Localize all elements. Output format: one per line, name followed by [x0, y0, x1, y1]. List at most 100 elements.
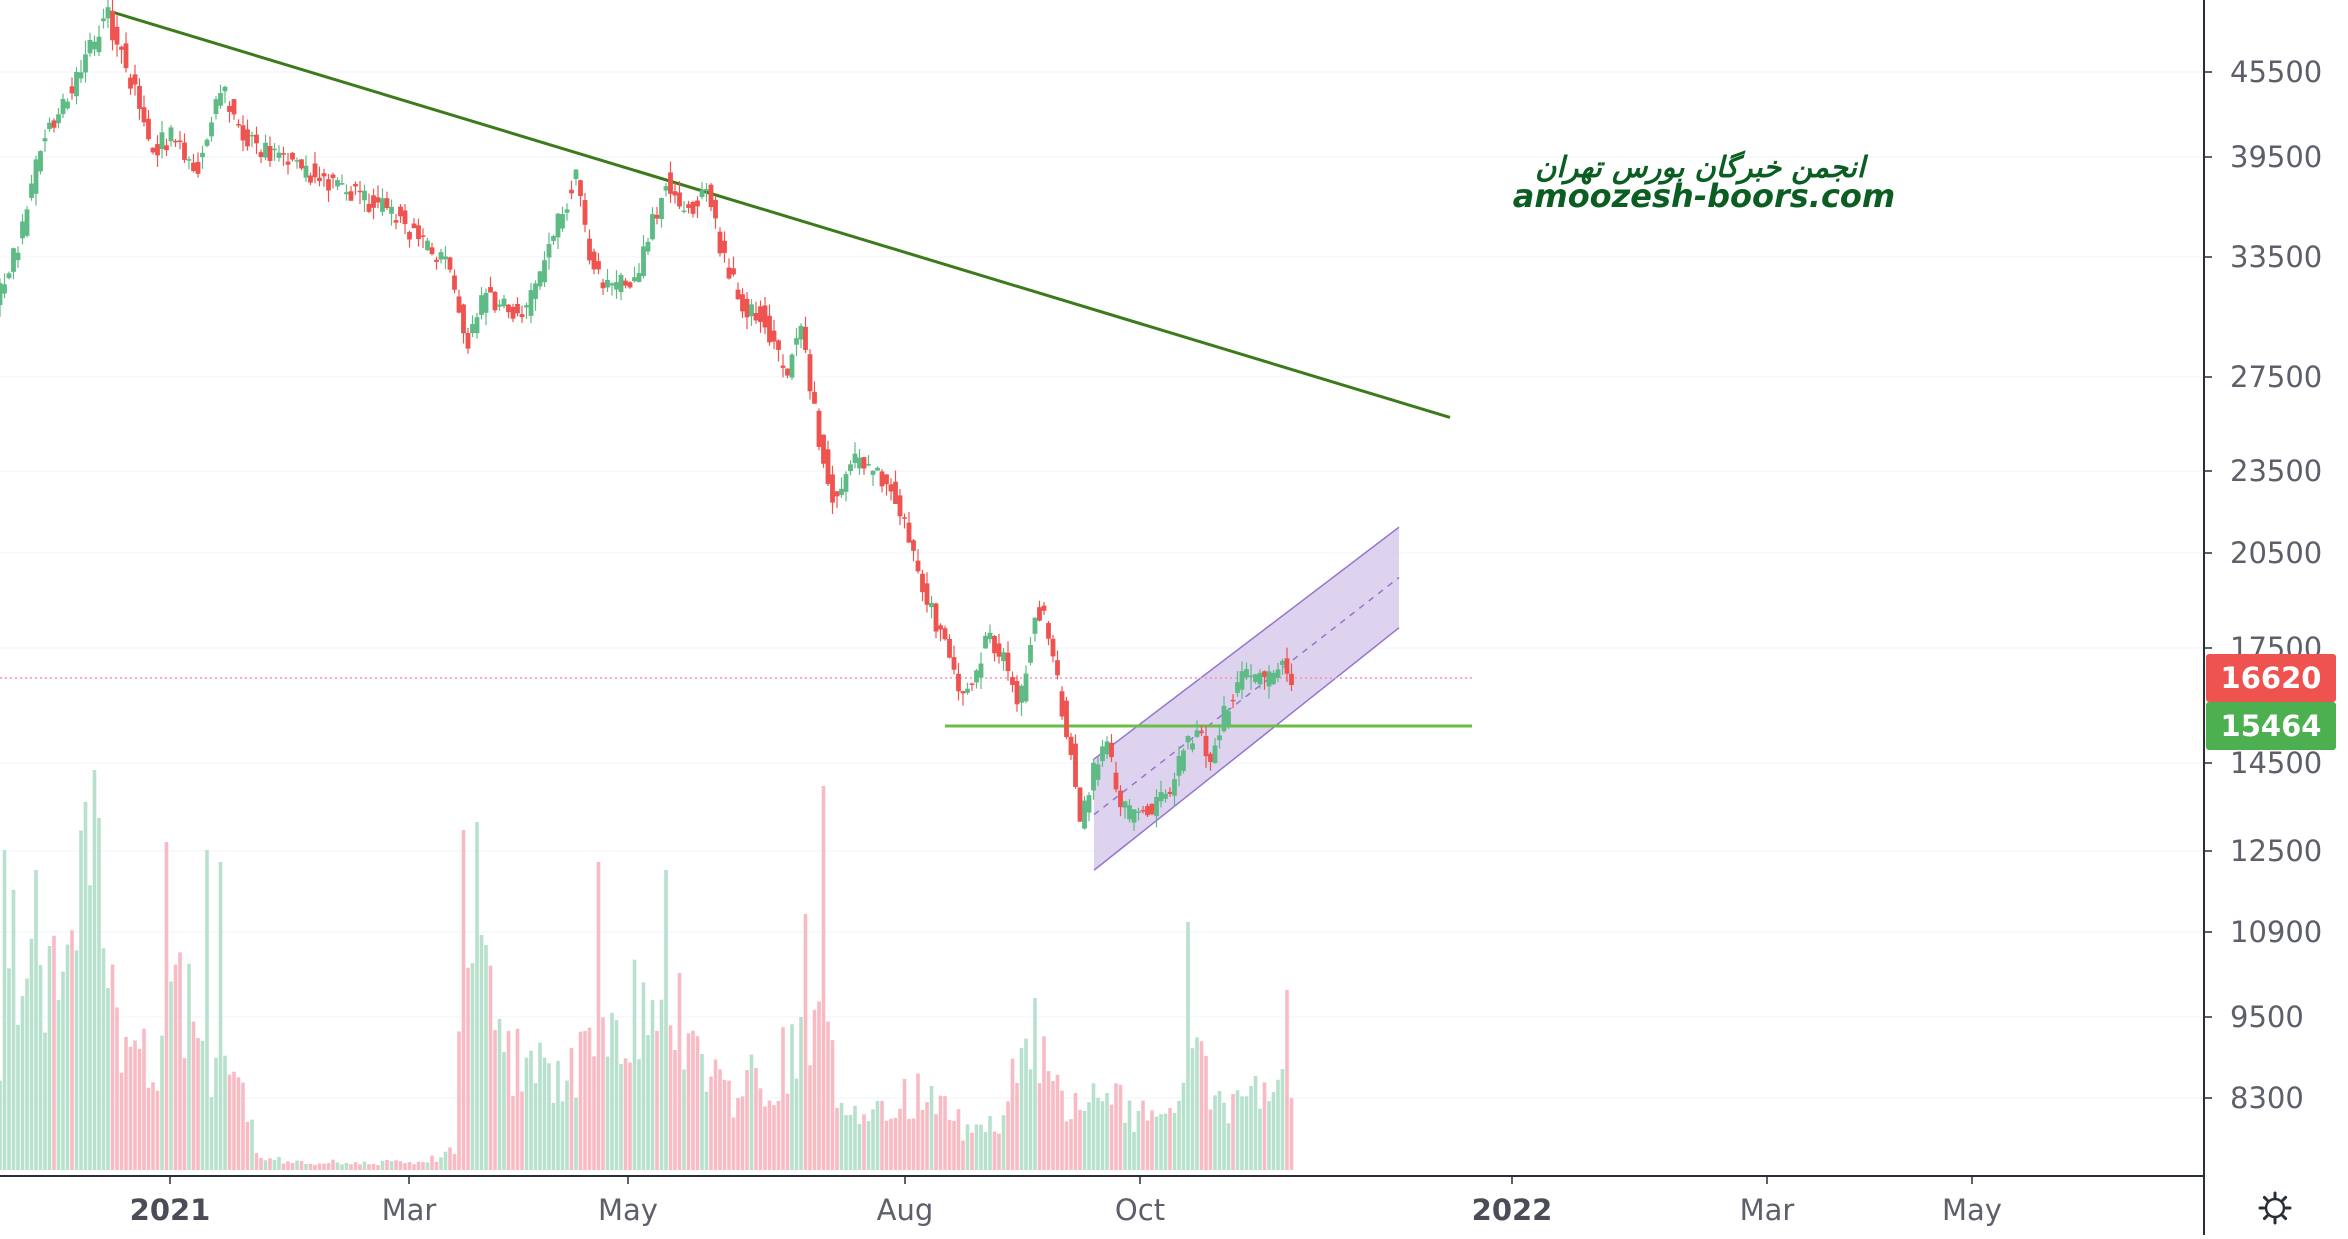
channel-mid-line[interactable] [1093, 576, 1400, 816]
x-tick-label[interactable]: 2021 [130, 1193, 211, 1227]
candle-body [299, 159, 304, 169]
volume-bar [335, 1162, 340, 1170]
x-tick-label[interactable]: May [598, 1193, 658, 1227]
y-tick-label[interactable]: 33500 [2230, 240, 2322, 274]
x-tick-label[interactable]: May [1942, 1193, 2002, 1227]
volume-bar [479, 934, 484, 1170]
candle-body [996, 643, 1002, 657]
y-tick-label[interactable]: 10900 [2230, 915, 2322, 949]
downtrend-line[interactable] [111, 10, 1451, 419]
candle-body [470, 323, 475, 334]
candle-body [974, 670, 979, 683]
y-tick-label[interactable]: 23500 [2230, 454, 2322, 488]
candle-body [393, 220, 399, 223]
x-tick-label[interactable]: Mar [382, 1193, 437, 1227]
y-tick-label[interactable]: 14500 [2230, 746, 2322, 780]
candle-body [510, 306, 516, 319]
volume-bar [785, 1093, 790, 1170]
volume-bar [866, 1121, 871, 1170]
volume-bar [650, 1000, 655, 1170]
gear-icon[interactable] [2258, 1191, 2292, 1225]
candle-body [83, 54, 88, 73]
candle-body [114, 26, 120, 45]
candle-body [281, 153, 286, 155]
candle-body [330, 174, 336, 178]
candle-body [375, 197, 381, 203]
y-tick-label[interactable]: 12500 [2230, 834, 2322, 868]
candle-body [573, 169, 579, 180]
candle-body [1163, 793, 1168, 799]
volume-bar [1042, 1036, 1046, 1170]
candle-body [555, 213, 561, 238]
candle-body [776, 340, 781, 350]
candle-body [258, 152, 264, 158]
y-tick-label[interactable]: 39500 [2230, 140, 2322, 174]
volume-bar [1114, 1083, 1118, 1170]
candle-body [524, 305, 529, 308]
volume-bar [673, 1049, 677, 1170]
volume-bar [470, 963, 475, 1170]
volume-bar [367, 1164, 371, 1170]
volume-bar [938, 1095, 943, 1170]
x-tick-label[interactable]: Aug [877, 1193, 934, 1227]
volume-bar [38, 965, 43, 1170]
volume-bar [1199, 1041, 1204, 1170]
volume-bar [997, 1133, 1001, 1170]
regression-channel[interactable] [1093, 526, 1400, 871]
volume-bar [146, 1087, 151, 1170]
x-tick-label[interactable]: 2022 [1472, 1193, 1553, 1227]
y-tick-label[interactable]: 8300 [2230, 1081, 2304, 1115]
candle-body [1064, 700, 1069, 738]
candle-body [456, 296, 462, 313]
y-tick-label[interactable]: 27500 [2230, 360, 2322, 394]
candle-body [627, 282, 633, 288]
y-tick-label[interactable]: 9500 [2230, 1000, 2304, 1034]
candle-body [87, 40, 93, 54]
trend-lines[interactable] [0, 10, 1472, 728]
volume-bar [871, 1109, 875, 1170]
volume-bar [1150, 1110, 1154, 1170]
candle-body [852, 453, 858, 463]
volume-bar [628, 1062, 632, 1170]
candle-body [992, 635, 997, 654]
candle-body [56, 114, 61, 124]
volume-bar [970, 1132, 974, 1170]
volume-bar [578, 1031, 583, 1170]
candle-body [488, 287, 493, 293]
volume-bar [835, 1107, 839, 1170]
candle-body [506, 304, 511, 313]
x-axis-ticks[interactable]: 2021 Mar May Aug Oct 2022 Mar May [130, 1176, 2002, 1227]
candle-body [497, 304, 502, 307]
channel-fill[interactable] [1094, 527, 1399, 871]
volume-bar [965, 1124, 970, 1170]
volume-bar [155, 1090, 160, 1170]
candle-body [1172, 779, 1177, 796]
x-tick-label[interactable]: Mar [1740, 1193, 1795, 1227]
volume-bar [304, 1163, 308, 1170]
candle-body [1131, 809, 1137, 823]
y-tick-label[interactable]: 45500 [2230, 55, 2322, 89]
candle-body [1082, 800, 1087, 829]
candle-body [416, 225, 421, 240]
volume-bar [97, 818, 101, 1170]
candle-body [744, 298, 750, 318]
candle-body [150, 147, 156, 153]
volume-bar [947, 1119, 952, 1170]
volume-bar [542, 1057, 547, 1170]
candle-body [1122, 801, 1128, 808]
channel-lower-line[interactable] [1093, 627, 1400, 871]
candle-body [911, 540, 916, 551]
y-tick-label[interactable]: 20500 [2230, 536, 2322, 570]
volume-bar [349, 1164, 353, 1170]
channel-upper-line[interactable] [1093, 526, 1400, 760]
volume-bar [956, 1109, 961, 1170]
volume-bar [1145, 1120, 1150, 1170]
y-axis-ticks[interactable]: 8300950010900125001450017500205002350027… [2204, 55, 2322, 1115]
x-tick-label[interactable]: Oct [1115, 1193, 1165, 1227]
candle-body [951, 657, 957, 670]
volume-bar [218, 862, 223, 1170]
volume-bar [853, 1105, 857, 1170]
candle-body [1154, 797, 1159, 817]
